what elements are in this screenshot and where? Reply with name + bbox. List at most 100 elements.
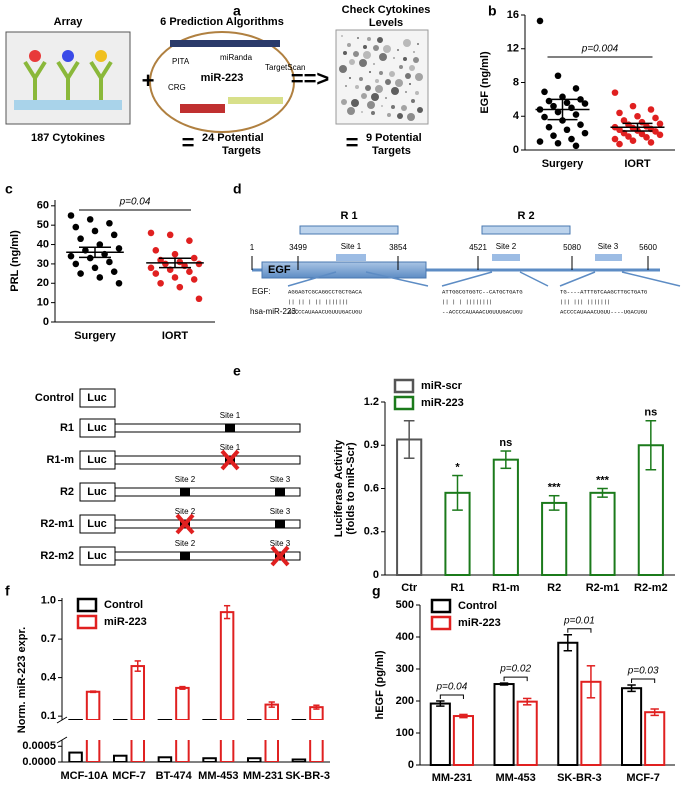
data-point: [541, 113, 548, 121]
bar: [246, 719, 262, 720]
site-label: Site 2: [175, 475, 196, 484]
bar: [264, 740, 280, 762]
utr-insert: [114, 551, 301, 561]
x-tick-label: IORT: [624, 158, 651, 170]
data-point: [629, 102, 637, 110]
antibodies: [23, 50, 113, 100]
site-label: Site 2: [175, 539, 196, 548]
membrane-dots: [339, 35, 423, 121]
bar: [396, 438, 423, 576]
y-tick-label: 100: [396, 727, 414, 739]
data-point: [616, 126, 623, 134]
data-point: [190, 276, 198, 283]
data-point: [166, 231, 174, 239]
data-point: [611, 89, 619, 96]
data-point: [656, 120, 664, 128]
data-point: [629, 137, 637, 145]
data-point: [559, 117, 566, 124]
data-point: [176, 283, 184, 291]
y-tick-label: 12: [507, 43, 519, 55]
legend-swatch: [393, 395, 415, 411]
data-point: [171, 250, 179, 258]
row-label: hsa-miR-223:: [250, 307, 298, 316]
membrane-dot: [415, 91, 419, 95]
bar: [202, 757, 217, 762]
heading: Check Cytokines: [342, 4, 431, 16]
site: [180, 552, 190, 560]
membrane-dot: [409, 65, 415, 71]
bar: [492, 458, 519, 576]
data-point: [572, 111, 580, 118]
membrane-dot: [373, 63, 375, 65]
bar: [493, 683, 515, 766]
legend-label: miR-223: [421, 397, 464, 409]
data-point: [536, 138, 544, 145]
construct-name: R2: [60, 486, 74, 498]
membrane-dot: [341, 35, 343, 37]
y-tick-label: 8: [513, 76, 519, 88]
membrane-dot: [387, 113, 391, 117]
significance-label: ns: [499, 437, 512, 449]
legend-swatch: [430, 615, 452, 631]
y-axis-label: PRL (ng/ml): [9, 230, 21, 292]
data-point: [162, 260, 169, 268]
y-tick-label: 0.0005: [22, 740, 56, 752]
membrane-dot: [373, 45, 379, 51]
data-point: [67, 212, 75, 219]
bar: [130, 665, 146, 720]
x-tick-label: Ctr: [401, 582, 418, 594]
legend-label: miR-scr: [421, 380, 463, 392]
construct-name: R1: [60, 422, 74, 434]
panel-label: f: [5, 583, 10, 599]
x-tick-label: R2: [547, 582, 561, 594]
target-seq: AGGAGTCGCAGGCCTGCTGACA: [288, 288, 362, 295]
annotation: p=0.04: [435, 682, 467, 693]
data-point: [550, 102, 557, 110]
site-label: Site 3: [270, 475, 291, 484]
y-tick-label: 0.6: [364, 482, 379, 494]
annotation: p=0.004: [581, 44, 619, 55]
membrane-dot: [339, 65, 347, 73]
membrane-dot: [413, 57, 419, 63]
legend-label: miR-223: [458, 617, 501, 629]
membrane-dot: [341, 99, 347, 105]
logo-bar: [180, 104, 225, 113]
membrane-dot: [401, 105, 407, 111]
membrane-dot: [353, 51, 359, 57]
data-point: [171, 274, 179, 281]
data-point: [86, 216, 94, 223]
bar: [452, 715, 474, 766]
site: [225, 424, 235, 432]
y-axis-label: Luciferase Activity: [333, 439, 345, 537]
significance-label: ***: [596, 474, 610, 486]
data-point: [67, 252, 75, 260]
annotation: p=0.03: [627, 666, 659, 677]
heading: Array: [54, 16, 84, 28]
mirna-seq: --ACCCCAUAAACUGUUUGACUGU: [442, 308, 523, 315]
membrane-dot: [347, 107, 355, 115]
site-box: [336, 254, 366, 261]
data-point: [77, 270, 84, 277]
data-point: [147, 264, 155, 272]
site-label: Site 3: [270, 539, 291, 548]
membrane-dot: [345, 85, 347, 87]
significance-label: ***: [548, 482, 562, 494]
membrane-dot: [411, 99, 415, 103]
data-point: [152, 247, 160, 254]
membrane-dot: [381, 105, 383, 107]
x-tick-label: MM-231: [432, 772, 472, 784]
mirna-seq: ACCCCAUAAACUGUU----UGACUGU: [560, 308, 647, 315]
legend-label: Control: [458, 600, 497, 612]
membrane-dot: [393, 57, 395, 59]
equals: =: [182, 130, 195, 155]
x-tick-label: SK-BR-3: [285, 770, 330, 782]
data-point: [115, 279, 123, 287]
luc-label: Luc: [87, 550, 107, 562]
x-tick-label: MCF-7: [626, 772, 660, 784]
data-point: [554, 139, 562, 147]
construct-name: R2-m2: [40, 550, 74, 562]
y-tick-label: 16: [507, 9, 519, 21]
membrane-dot: [349, 59, 355, 65]
bar: [621, 687, 643, 767]
